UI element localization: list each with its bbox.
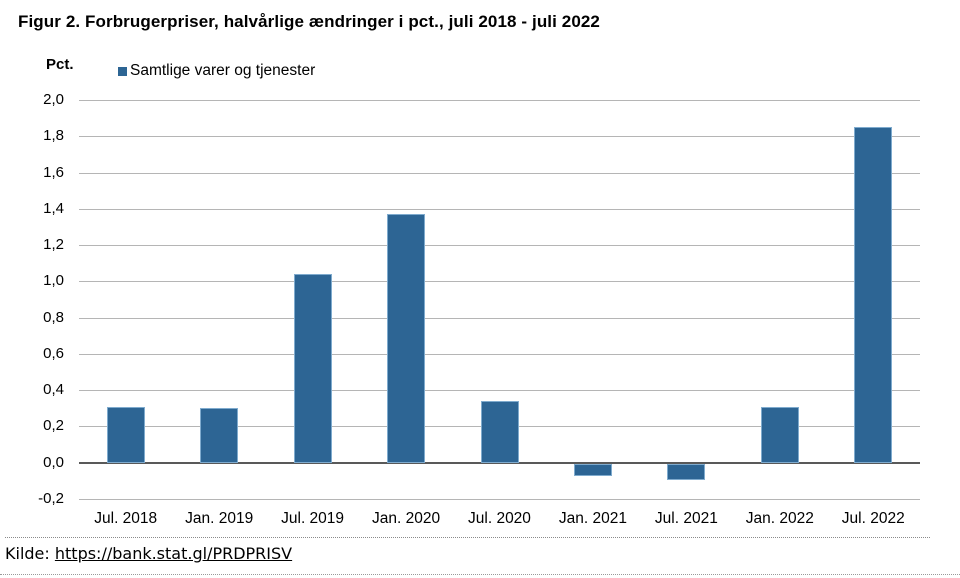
x-tick-label: Jan. 2022 [745, 510, 814, 527]
gridline [79, 353, 920, 355]
y-axis-unit-label: Pct. [46, 56, 74, 73]
bar [387, 214, 426, 463]
zero-axis-line [79, 461, 920, 464]
x-tick-label: Jan. 2020 [372, 510, 441, 527]
x-tick-label: Jul. 2018 [94, 510, 158, 527]
bar [667, 463, 706, 481]
gridline [79, 317, 920, 319]
y-tick-label: 2,0 [43, 91, 64, 108]
bar [293, 274, 332, 463]
y-tick-label: 0,4 [43, 381, 64, 399]
bar [106, 406, 145, 463]
y-tick-label: 0,2 [43, 417, 64, 435]
y-tick-label: 1,4 [43, 199, 64, 217]
plot-area [79, 100, 920, 500]
gridline [79, 136, 920, 138]
y-tick-label: 1,8 [43, 127, 64, 145]
x-tick-label: Jul. 2020 [468, 510, 531, 527]
gridline [79, 100, 920, 101]
gridline [79, 245, 920, 247]
legend-swatch [118, 66, 127, 76]
bar [573, 463, 612, 477]
legend: Samtlige varer og tjenester [118, 62, 315, 80]
chart-bottom-border [5, 537, 930, 538]
bar [200, 408, 239, 463]
x-tick-label: Jul. 2022 [841, 510, 905, 527]
source-link[interactable]: https://bank.stat.gl/PRDPRISV [54, 544, 293, 563]
y-tick-label: 1,6 [43, 163, 64, 181]
y-tick-label: -0,2 [38, 490, 64, 507]
x-tick-label: Jul. 2021 [654, 510, 718, 527]
y-tick-label: 1,0 [43, 272, 64, 290]
chart-title: Figur 2. Forbrugerpriser, halvårlige ænd… [18, 12, 600, 31]
x-tick-label: Jul. 2019 [281, 510, 345, 527]
bar [760, 406, 799, 463]
x-tick-label: Jan. 2021 [558, 510, 627, 527]
gridline [79, 281, 920, 283]
gridline [79, 390, 920, 392]
x-tick-label: Jan. 2019 [185, 510, 254, 527]
source-line: Kilde: https://bank.stat.gl/PRDPRISV [5, 544, 292, 563]
y-tick-label: 0,0 [43, 453, 64, 471]
y-tick-label: 0,8 [43, 308, 64, 326]
gridline [79, 208, 920, 210]
y-tick-label: 0,6 [43, 344, 64, 362]
source-label: Kilde: [5, 544, 50, 563]
bar [854, 127, 893, 463]
gridline [79, 499, 920, 500]
page-bottom-border [0, 574, 960, 575]
gridline [79, 172, 920, 174]
legend-label: Samtlige varer og tjenester [130, 62, 316, 79]
y-tick-label: 1,2 [43, 236, 64, 254]
bar [480, 401, 519, 463]
